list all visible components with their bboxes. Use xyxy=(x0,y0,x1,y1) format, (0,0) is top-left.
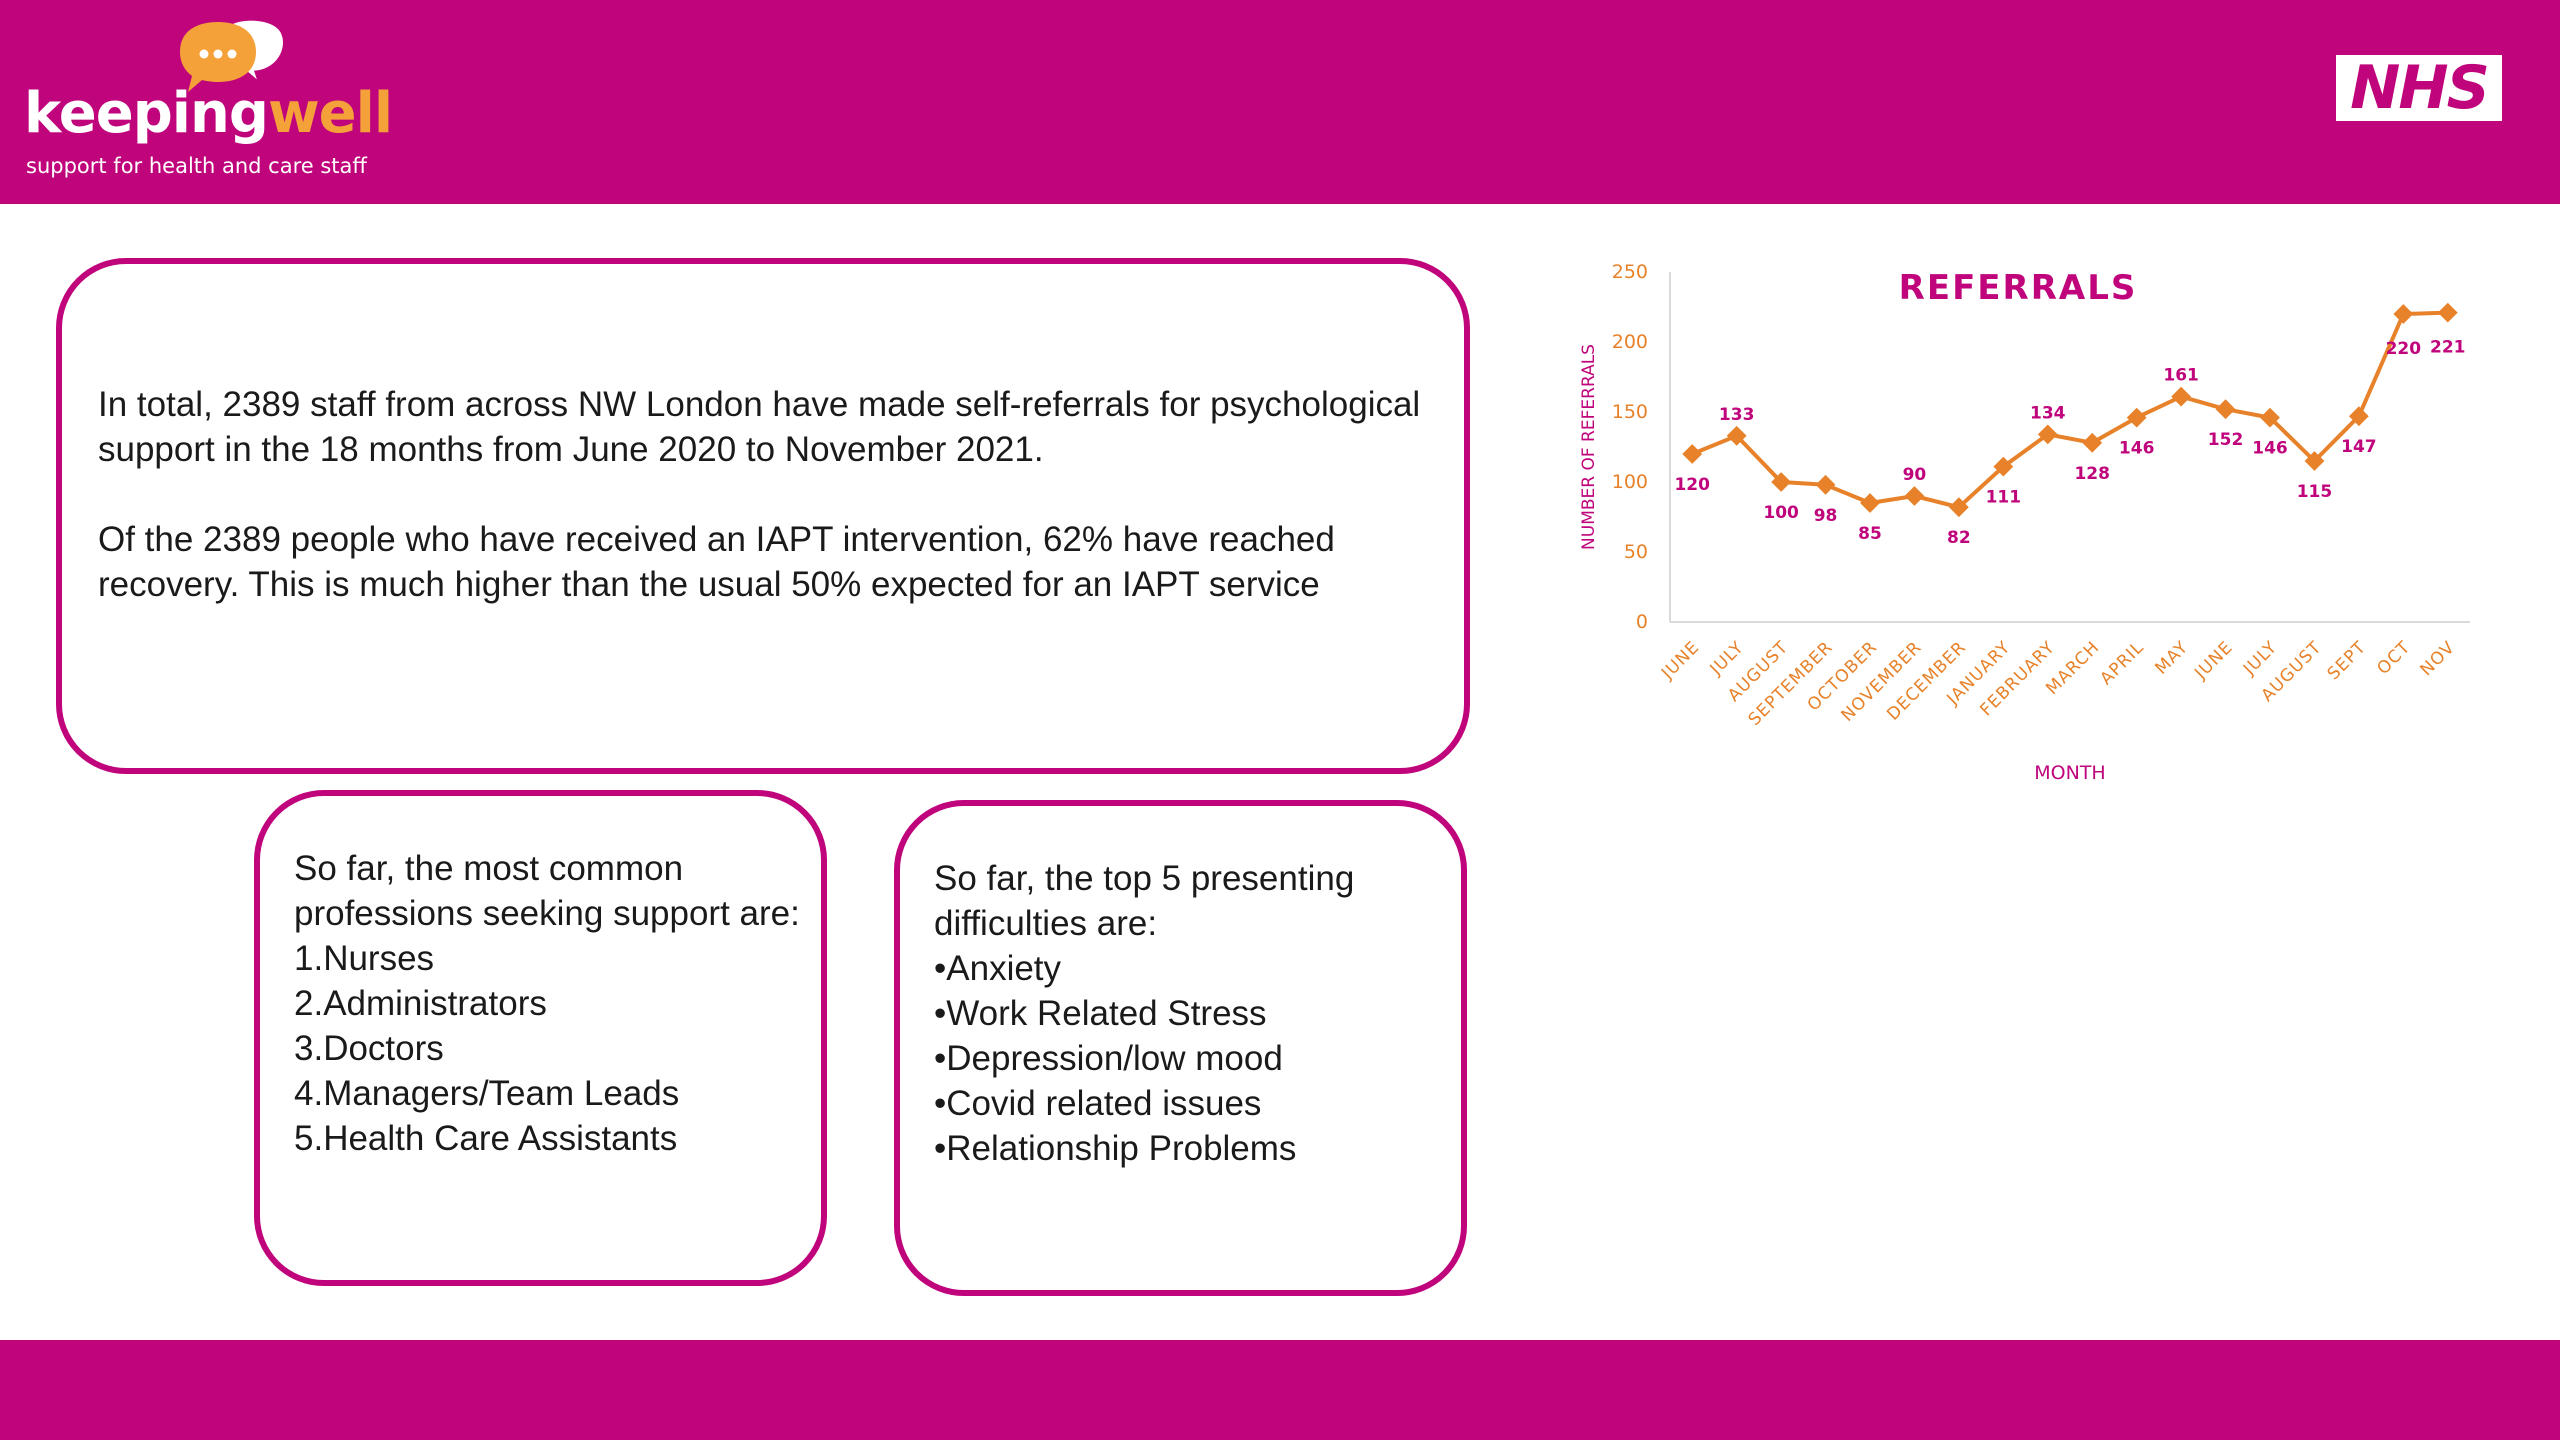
intro-box: In total, 2389 staff from across NW Lond… xyxy=(56,258,1470,774)
data-point xyxy=(1948,497,1969,518)
x-tick-label: OCT xyxy=(2373,637,2414,678)
professions-heading: So far, the most common professions seek… xyxy=(294,849,800,933)
professions-list: 1.Nurses 2.Administrators 3.Doctors 4.Ma… xyxy=(294,936,814,1161)
list-item: 5.Health Care Assistants xyxy=(294,1119,678,1158)
referrals-chart: 0 50 100 150 200 250 JUNE JULY AUGUST SEPTEMBER OC… xyxy=(1560,250,2480,800)
x-tick-label: MAY xyxy=(2151,637,2192,678)
y-tick-label: 150 xyxy=(1612,401,1648,423)
data-label: 82 xyxy=(1947,528,1971,548)
data-point xyxy=(2037,424,2058,445)
data-label: 111 xyxy=(1986,488,2022,508)
data-label: 120 xyxy=(1674,475,1710,495)
data-point xyxy=(2082,432,2103,453)
data-label: 85 xyxy=(1858,524,1882,544)
x-tick-label: JUNE xyxy=(2190,637,2237,684)
data-label: 220 xyxy=(2386,339,2422,359)
logo-tagline: support for health and care staff xyxy=(26,154,367,178)
data-label: 146 xyxy=(2119,439,2155,459)
x-axis-title: MONTH xyxy=(2034,762,2105,784)
data-label: 100 xyxy=(1763,503,1799,523)
nhs-logo: NHS xyxy=(2336,55,2502,121)
footer-bar xyxy=(0,1340,2560,1440)
data-label: 147 xyxy=(2341,437,2377,457)
data-point xyxy=(1904,486,1925,506)
data-point xyxy=(2348,406,2369,427)
y-axis-title: NUMBER OF REFERRALS xyxy=(1579,344,1599,550)
data-label: 134 xyxy=(2030,403,2066,423)
y-tick-label: 50 xyxy=(1624,541,1648,563)
data-label: 90 xyxy=(1903,465,1927,485)
x-tick-label: SEPT xyxy=(2324,637,2371,684)
list-item: 4.Managers/Team Leads xyxy=(294,1074,680,1113)
data-point xyxy=(2171,386,2192,407)
logo-word-keeping: keeping xyxy=(24,81,269,146)
list-item: •Work Related Stress xyxy=(934,994,1267,1033)
difficulties-box: So far, the top 5 presenting difficultie… xyxy=(894,800,1467,1296)
data-label: 128 xyxy=(2074,464,2110,484)
intro-paragraph-1: In total, 2389 staff from across NW Lond… xyxy=(98,385,1421,469)
data-label: 115 xyxy=(2297,482,2333,502)
data-label: 146 xyxy=(2252,439,2288,459)
data-point xyxy=(2437,302,2458,323)
chart-title: REFERRALS xyxy=(1899,268,2138,308)
y-tick-label: 200 xyxy=(1612,331,1648,353)
data-label: 98 xyxy=(1814,506,1838,526)
data-point xyxy=(2126,407,2147,428)
professions-box: So far, the most common professions seek… xyxy=(254,790,827,1286)
logo-word-well: well xyxy=(267,81,393,146)
nhs-logo-text: NHS xyxy=(2350,53,2490,123)
data-point xyxy=(1860,493,1880,513)
intro-paragraph-2: Of the 2389 people who have received an … xyxy=(98,520,1335,604)
data-label: 152 xyxy=(2208,430,2244,450)
data-point xyxy=(2393,304,2414,324)
series-line xyxy=(1691,310,2448,510)
data-label: 221 xyxy=(2430,338,2466,358)
speech-bubbles-icon xyxy=(178,17,296,103)
y-tick-label: 0 xyxy=(1636,611,1648,633)
list-item: •Anxiety xyxy=(934,949,1062,988)
keepingwell-logo: keepingwell xyxy=(24,86,393,142)
list-item: 2.Administrators xyxy=(294,984,547,1023)
data-label: 133 xyxy=(1719,405,1755,425)
data-point xyxy=(2215,399,2236,420)
list-item: •Relationship Problems xyxy=(934,1129,1297,1168)
difficulties-list: •Anxiety •Work Related Stress •Depressio… xyxy=(934,946,1454,1171)
x-tick-label: JUNE xyxy=(1657,637,1704,684)
x-tick-label: NOV xyxy=(2417,637,2460,680)
difficulties-heading: So far, the top 5 presenting difficultie… xyxy=(934,859,1355,943)
data-point xyxy=(2260,407,2280,428)
x-tick-label: APRIL xyxy=(2096,637,2148,689)
list-item: 1.Nurses xyxy=(294,939,435,978)
data-point xyxy=(1682,444,1703,464)
list-item: 3.Doctors xyxy=(294,1029,444,1068)
list-item: •Depression/low mood xyxy=(934,1039,1283,1078)
y-tick-label: 100 xyxy=(1612,471,1648,493)
data-label: 161 xyxy=(2163,366,2199,386)
data-point xyxy=(1815,474,1836,495)
list-item: •Covid related issues xyxy=(934,1084,1262,1123)
header-bar: keepingwell support for health and care … xyxy=(0,0,2560,204)
y-tick-label: 250 xyxy=(1612,261,1648,283)
